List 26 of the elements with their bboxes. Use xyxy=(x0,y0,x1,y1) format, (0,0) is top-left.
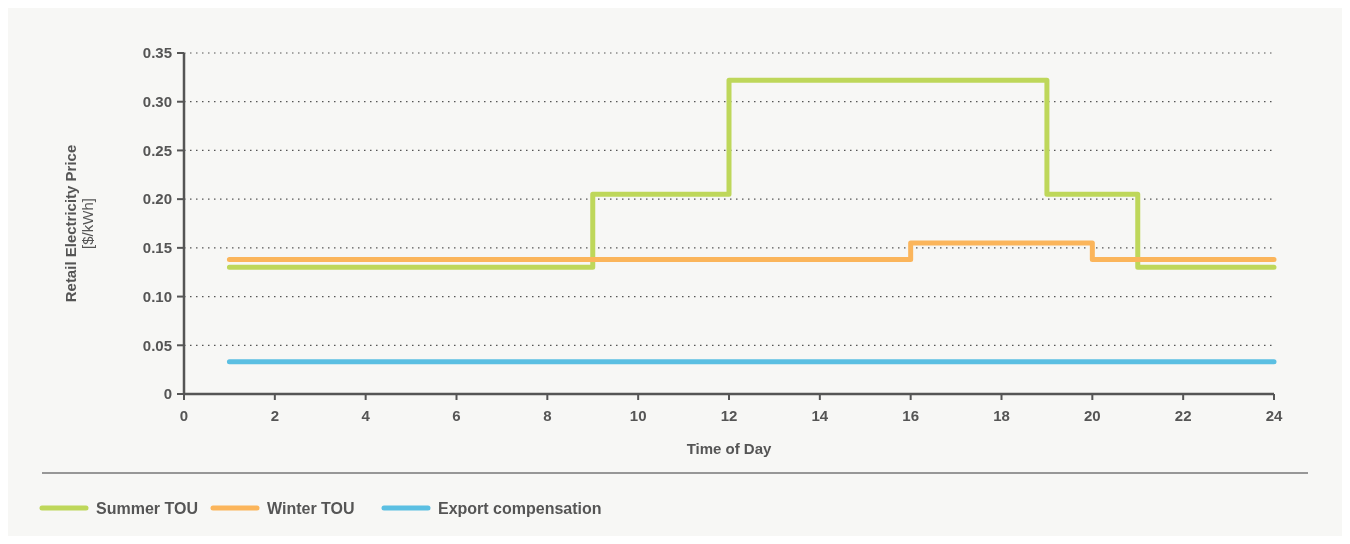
x-axis-title: Time of Day xyxy=(686,440,773,457)
x-tick-label: 24 xyxy=(1265,407,1283,424)
x-tick-label: 20 xyxy=(1083,407,1101,424)
x-tick-label: 10 xyxy=(629,407,647,424)
y-tick-label: 0.30 xyxy=(142,92,172,110)
x-tick-label: 16 xyxy=(902,407,920,424)
x-tick-label: 12 xyxy=(720,407,738,424)
y-tick-label: 0.15 xyxy=(142,239,172,257)
y-tick-label: 0.20 xyxy=(142,190,172,208)
y-tick-label: 0 xyxy=(163,385,172,403)
legend-label: Winter TOU xyxy=(267,499,355,517)
x-tick-label: 8 xyxy=(543,407,552,424)
y-tick-label: 0.05 xyxy=(142,336,172,354)
x-tick-label: 0 xyxy=(179,407,189,424)
legend-label: Export compensation xyxy=(438,499,602,517)
x-tick-label: 6 xyxy=(452,407,461,424)
x-tick-label: 18 xyxy=(993,407,1010,424)
x-tick-label: 14 xyxy=(811,407,829,424)
y-tick-label: 0.25 xyxy=(142,141,172,159)
y-axis-title: Retail Electricity Price [$/kWh] xyxy=(62,144,97,303)
y-tick-label: 0.35 xyxy=(142,44,172,62)
x-tick-label: 4 xyxy=(361,407,371,424)
y-tick-label: 0.10 xyxy=(142,287,172,305)
x-tick-label: 2 xyxy=(270,407,280,424)
legend-label: Summer TOU xyxy=(96,499,198,517)
x-tick-label: 22 xyxy=(1174,407,1192,424)
